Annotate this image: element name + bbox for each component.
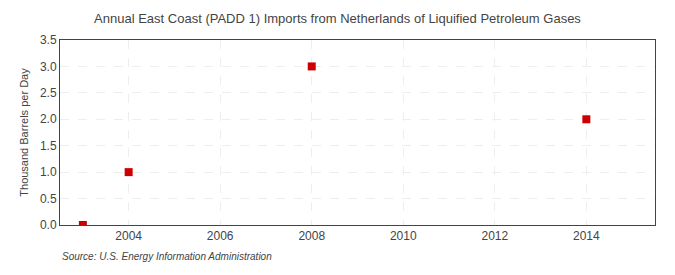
svg-text:2008: 2008: [298, 229, 325, 243]
svg-text:0.5: 0.5: [40, 192, 57, 206]
svg-text:2.5: 2.5: [40, 86, 57, 100]
svg-text:3.5: 3.5: [40, 33, 57, 47]
svg-text:1.0: 1.0: [40, 165, 57, 179]
svg-text:1.5: 1.5: [40, 139, 57, 153]
svg-text:0.0: 0.0: [40, 218, 57, 232]
svg-text:2006: 2006: [207, 229, 234, 243]
svg-text:2.0: 2.0: [40, 112, 57, 126]
svg-text:2012: 2012: [481, 229, 508, 243]
svg-text:2014: 2014: [573, 229, 600, 243]
svg-text:3.0: 3.0: [40, 60, 57, 74]
svg-text:Thousand Barrels per Day: Thousand Barrels per Day: [18, 68, 30, 197]
svg-text:2010: 2010: [390, 229, 417, 243]
svg-text:Source: U.S. Energy Informatio: Source: U.S. Energy Information Administ…: [62, 251, 272, 262]
svg-text:Annual East Coast (PADD 1) Imp: Annual East Coast (PADD 1) Imports from …: [94, 11, 581, 26]
svg-text:2004: 2004: [115, 229, 142, 243]
